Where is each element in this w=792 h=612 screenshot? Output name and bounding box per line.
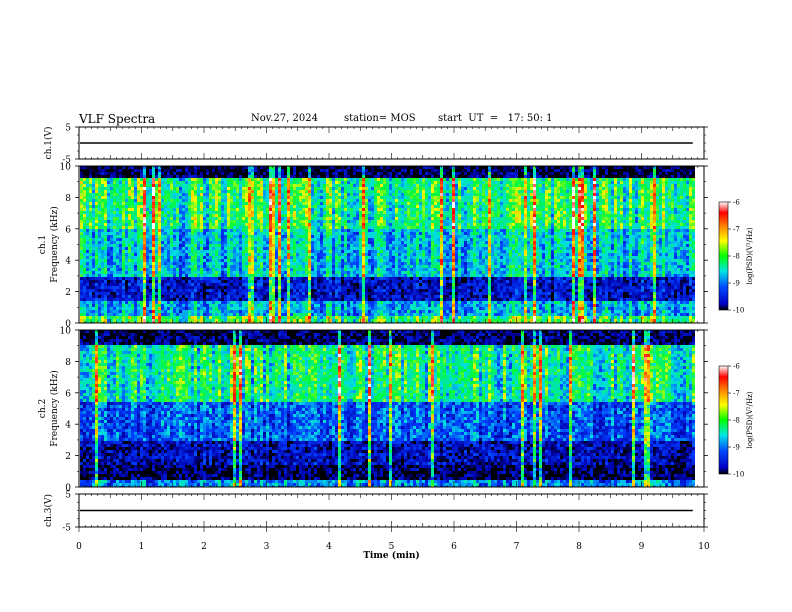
y-tick-label: 5 [65, 124, 71, 134]
ch2-spectrogram-ylabel-channel: ch.2 [38, 399, 48, 418]
colorbar-tick-label: -7 [733, 226, 740, 234]
x-tick-label: 9 [639, 542, 645, 552]
y-tick-label: -5 [62, 524, 71, 534]
colorbar-tick-label: -8 [733, 253, 740, 261]
ch1-spectrogram-image [80, 166, 695, 323]
y-tick-label: 6 [65, 225, 71, 235]
ch2-spectrogram-ylabel-freq: Frequency (kHz) [49, 370, 60, 447]
start-time-label: start UT = 17: 50: 1 [438, 113, 553, 124]
y-tick-label: 4 [65, 257, 71, 267]
ch2-spectrogram-colorbar-label: log(PSD)(V²/Hz) [746, 391, 754, 448]
colorbar-tick-label: -9 [733, 280, 740, 288]
x-tick-label: 2 [201, 542, 207, 552]
ch3-waveform-ylabel: ch.3(V) [43, 494, 54, 527]
x-tick-label: 8 [576, 542, 582, 552]
date-label: Nov.27, 2024 [251, 113, 318, 124]
colorbar-tick-label: -7 [733, 390, 740, 398]
ch1-spectrogram-ylabel-freq: Frequency (kHz) [49, 206, 60, 283]
x-tick-label: 5 [389, 542, 395, 552]
colorbar-tick-label: -6 [733, 199, 740, 207]
colorbar-tick-label: -10 [733, 307, 744, 315]
ch1-spectrogram-colorbar [718, 201, 729, 311]
station-label: station= MOS [344, 113, 416, 124]
x-tick-label: 7 [514, 542, 520, 552]
x-axis-label: Time (min) [363, 550, 420, 561]
y-tick-label: 8 [65, 358, 71, 368]
ch1-spectrogram-ylabel-channel: ch.1 [38, 235, 48, 254]
y-tick-label: 0 [65, 484, 71, 494]
x-tick-label: 1 [139, 542, 145, 552]
y-tick-label: 8 [65, 194, 71, 204]
y-tick-label: -5 [62, 156, 71, 166]
colorbar-tick-label: -8 [733, 417, 740, 425]
y-tick-label: 2 [65, 288, 71, 298]
chart-title: VLF Spectra [79, 112, 155, 126]
ch1-waveform-ylabel: ch.1(V) [43, 127, 54, 160]
colorbar-tick-label: -6 [733, 363, 740, 371]
x-tick-label: 3 [264, 542, 270, 552]
colorbar-tick-label: -10 [733, 471, 744, 479]
colorbar-tick-label: -9 [733, 444, 740, 452]
ch2-spectrogram-image [80, 330, 695, 487]
y-tick-label: 5 [65, 491, 71, 501]
y-tick-label: 2 [65, 452, 71, 462]
y-tick-label: 6 [65, 389, 71, 399]
x-tick-label: 0 [76, 542, 82, 552]
y-tick-label: 0 [65, 320, 71, 330]
y-tick-label: 4 [65, 421, 71, 431]
y-tick-label: 10 [60, 327, 72, 337]
x-tick-label: 6 [451, 542, 457, 552]
ch1-spectrogram-colorbar-label: log(PSD)(V²/Hz) [746, 227, 754, 284]
y-tick-label: 10 [60, 163, 72, 173]
x-tick-label: 4 [326, 542, 332, 552]
ch2-spectrogram-colorbar [718, 365, 729, 475]
x-tick-label: 10 [698, 542, 710, 552]
